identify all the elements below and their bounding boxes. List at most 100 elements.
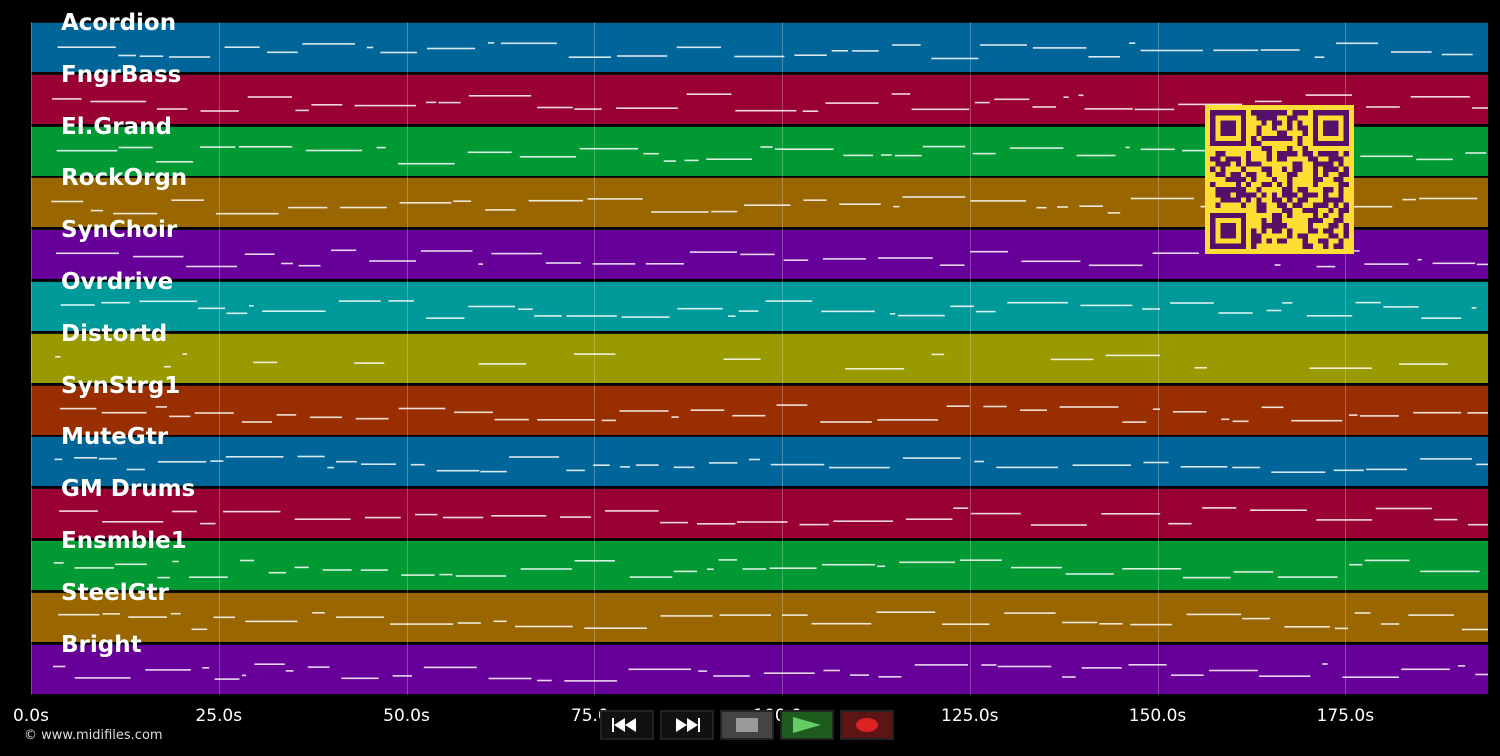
note bbox=[1065, 573, 1114, 575]
note bbox=[660, 614, 713, 617]
note bbox=[1274, 264, 1281, 266]
note bbox=[763, 671, 815, 674]
note bbox=[881, 153, 892, 156]
note bbox=[169, 415, 191, 417]
note bbox=[852, 50, 879, 52]
note bbox=[519, 155, 577, 158]
note bbox=[113, 213, 158, 215]
note bbox=[186, 265, 238, 268]
note bbox=[802, 110, 819, 112]
note bbox=[1079, 205, 1103, 208]
note bbox=[718, 559, 738, 561]
note bbox=[500, 42, 557, 45]
note bbox=[782, 614, 808, 616]
note bbox=[584, 627, 647, 629]
note bbox=[1391, 51, 1432, 53]
note-strokes bbox=[59, 507, 1488, 526]
copyright-text: © www.midifiles.com bbox=[24, 728, 163, 743]
note bbox=[90, 100, 147, 103]
note bbox=[673, 570, 697, 573]
note bbox=[118, 54, 136, 57]
gridline bbox=[31, 22, 32, 695]
note bbox=[1475, 673, 1488, 675]
note bbox=[364, 516, 401, 519]
stop-button[interactable] bbox=[720, 710, 774, 740]
note bbox=[1062, 675, 1076, 678]
piano-roll: Acordion FngrBass El.Grand RockOrgn SynChoir… bbox=[31, 10, 1488, 695]
note bbox=[1202, 507, 1237, 509]
note bbox=[723, 358, 761, 360]
note bbox=[118, 146, 153, 148]
note bbox=[1081, 666, 1122, 669]
note bbox=[199, 145, 236, 148]
note bbox=[829, 467, 890, 469]
note bbox=[1009, 146, 1064, 149]
record-button[interactable] bbox=[840, 710, 894, 740]
note bbox=[238, 145, 293, 148]
track-label: Bright bbox=[61, 631, 142, 658]
note bbox=[732, 414, 766, 417]
note bbox=[366, 46, 374, 49]
note bbox=[889, 313, 896, 315]
note bbox=[494, 418, 529, 420]
note bbox=[1032, 47, 1087, 49]
note bbox=[53, 562, 64, 564]
note bbox=[401, 574, 435, 576]
play-button[interactable] bbox=[780, 710, 834, 740]
note bbox=[1309, 367, 1372, 369]
note bbox=[593, 464, 610, 467]
note bbox=[169, 56, 211, 58]
gridline bbox=[1157, 22, 1159, 695]
note bbox=[706, 157, 752, 160]
note bbox=[1349, 563, 1363, 566]
note bbox=[617, 55, 668, 57]
note bbox=[157, 461, 207, 463]
rewind-button[interactable] bbox=[600, 710, 654, 740]
note bbox=[182, 353, 188, 355]
note bbox=[288, 207, 328, 209]
note bbox=[101, 301, 130, 304]
note bbox=[398, 162, 455, 165]
note bbox=[1355, 301, 1381, 304]
note bbox=[1194, 366, 1207, 369]
note bbox=[436, 470, 480, 472]
note bbox=[171, 510, 197, 513]
note bbox=[354, 104, 416, 107]
note bbox=[297, 456, 325, 458]
note bbox=[942, 623, 990, 625]
note bbox=[98, 458, 117, 460]
track-ensmble1: Ensmble1 bbox=[31, 528, 1488, 590]
note bbox=[970, 251, 1008, 253]
note bbox=[1178, 103, 1243, 105]
note bbox=[742, 568, 767, 570]
note bbox=[1461, 628, 1488, 631]
note bbox=[126, 469, 145, 471]
note bbox=[194, 411, 234, 414]
fast-forward-icon bbox=[676, 718, 700, 732]
tick-label: 125.0s bbox=[941, 706, 999, 726]
note bbox=[1186, 613, 1242, 615]
note bbox=[1399, 363, 1448, 365]
note bbox=[210, 460, 224, 463]
note bbox=[1011, 566, 1062, 569]
note bbox=[360, 569, 388, 571]
note bbox=[635, 464, 659, 467]
note bbox=[615, 107, 678, 109]
note bbox=[1059, 405, 1119, 408]
tick-label: 0.0s bbox=[13, 706, 49, 726]
note bbox=[244, 253, 275, 256]
note bbox=[223, 510, 281, 513]
note bbox=[311, 103, 343, 106]
fast-forward-button[interactable] bbox=[660, 710, 714, 740]
note bbox=[899, 561, 955, 564]
note bbox=[156, 107, 188, 110]
note bbox=[327, 467, 334, 469]
note bbox=[276, 413, 297, 416]
note bbox=[537, 106, 573, 109]
note bbox=[468, 94, 532, 97]
note bbox=[59, 407, 97, 409]
note bbox=[1173, 410, 1207, 413]
track-synstrg1: SynStrg1 bbox=[31, 373, 1488, 435]
note bbox=[1458, 664, 1466, 667]
note bbox=[1402, 199, 1416, 201]
